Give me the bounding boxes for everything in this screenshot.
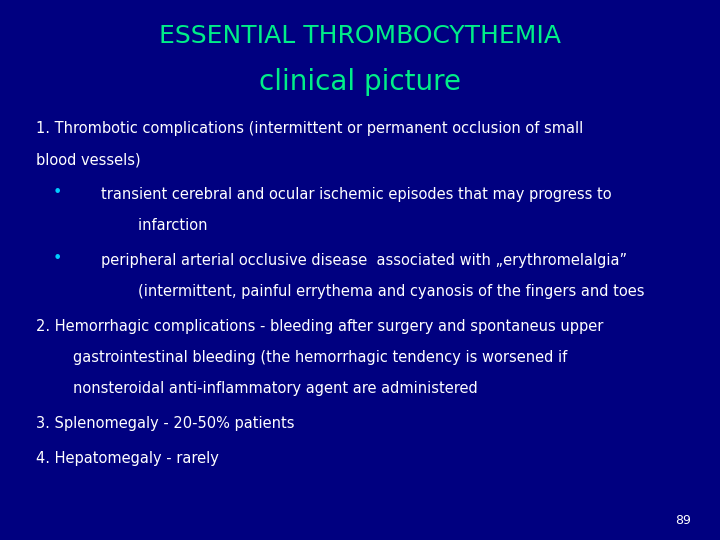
Text: •: •	[53, 185, 63, 200]
Text: 2. Hemorrhagic complications - bleeding after surgery and spontaneus upper: 2. Hemorrhagic complications - bleeding …	[36, 319, 603, 334]
Text: (intermittent, painful errythema and cyanosis of the fingers and toes: (intermittent, painful errythema and cya…	[101, 284, 644, 299]
Text: 1. Thrombotic complications (intermittent or permanent occlusion of small: 1. Thrombotic complications (intermitten…	[36, 122, 583, 137]
Text: blood vessels): blood vessels)	[36, 152, 140, 167]
Text: •: •	[53, 251, 63, 266]
Text: transient cerebral and ocular ischemic episodes that may progress to: transient cerebral and ocular ischemic e…	[101, 187, 611, 202]
Text: 89: 89	[675, 514, 691, 526]
Text: 3. Splenomegaly - 20-50% patients: 3. Splenomegaly - 20-50% patients	[36, 416, 294, 431]
Text: nonsteroidal anti-inflammatory agent are administered: nonsteroidal anti-inflammatory agent are…	[36, 381, 478, 396]
Text: peripheral arterial occlusive disease  associated with „erythromelalgia”: peripheral arterial occlusive disease as…	[101, 253, 627, 268]
Text: gastrointestinal bleeding (the hemorrhagic tendency is worsened if: gastrointestinal bleeding (the hemorrhag…	[36, 350, 567, 365]
Text: ESSENTIAL THROMBOCYTHEMIA: ESSENTIAL THROMBOCYTHEMIA	[159, 24, 561, 48]
Text: infarction: infarction	[101, 218, 207, 233]
Text: 4. Hepatomegaly - rarely: 4. Hepatomegaly - rarely	[36, 451, 219, 466]
Text: clinical picture: clinical picture	[259, 68, 461, 96]
